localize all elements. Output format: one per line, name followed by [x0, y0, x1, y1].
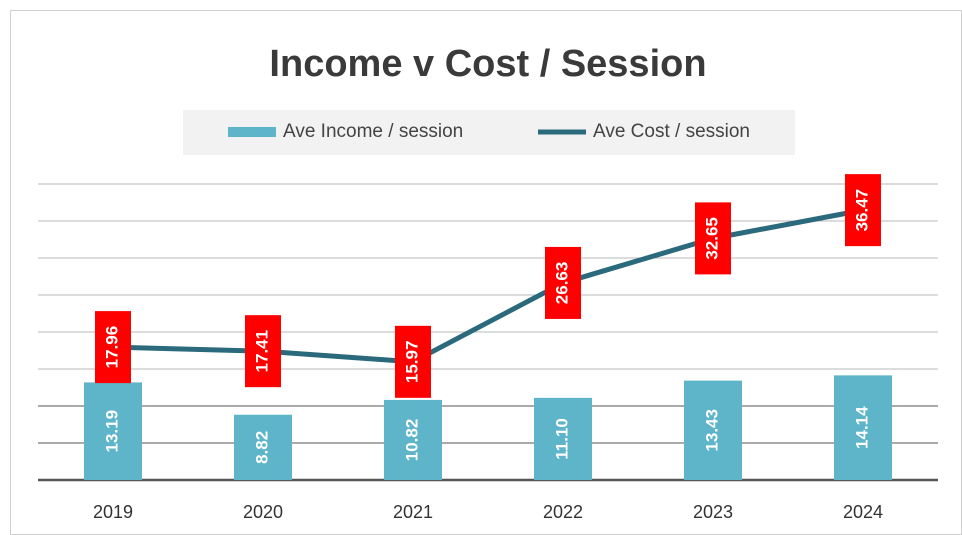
data-label-box	[545, 246, 581, 319]
bar	[84, 382, 142, 480]
data-label-box	[245, 315, 281, 388]
chart-frame	[10, 10, 962, 535]
data-label-box	[695, 202, 731, 275]
x-tick-label: 2022	[543, 502, 583, 522]
bar	[834, 375, 892, 480]
chart-title: Income v Cost / Session	[269, 43, 706, 85]
legend-box	[183, 110, 795, 155]
bar	[234, 414, 292, 480]
data-label-box	[395, 325, 431, 398]
line	[112, 207, 864, 365]
bar-value-label: 8.82	[252, 431, 271, 464]
bar	[534, 397, 592, 480]
legend-swatch	[228, 127, 276, 137]
bar	[384, 399, 442, 480]
bar-value-label: 14.14	[852, 406, 871, 449]
legend-label: Ave Cost / session	[593, 121, 750, 142]
x-tick-label: 2019	[93, 502, 133, 522]
data-label-box	[845, 174, 881, 247]
legend-label: Ave Income / session	[283, 121, 463, 142]
line-value-label: 17.41	[252, 330, 271, 373]
line-value-label: 15.97	[402, 341, 421, 384]
line-value-label: 26.63	[552, 262, 571, 305]
x-tick-label: 2020	[243, 502, 283, 522]
bar	[684, 380, 742, 480]
bar-value-label: 13.19	[102, 410, 121, 453]
data-label-box	[95, 311, 131, 384]
line-value-label: 32.65	[702, 217, 721, 260]
x-tick-label: 2024	[843, 502, 883, 522]
bar-value-label: 10.82	[402, 419, 421, 462]
bar-value-label: 11.10	[552, 418, 571, 460]
line-value-label: 17.96	[102, 326, 121, 369]
line-value-label: 36.47	[852, 189, 871, 232]
x-tick-label: 2023	[693, 502, 733, 522]
bar-value-label: 13.43	[702, 409, 721, 452]
x-tick-label: 2021	[393, 502, 433, 522]
